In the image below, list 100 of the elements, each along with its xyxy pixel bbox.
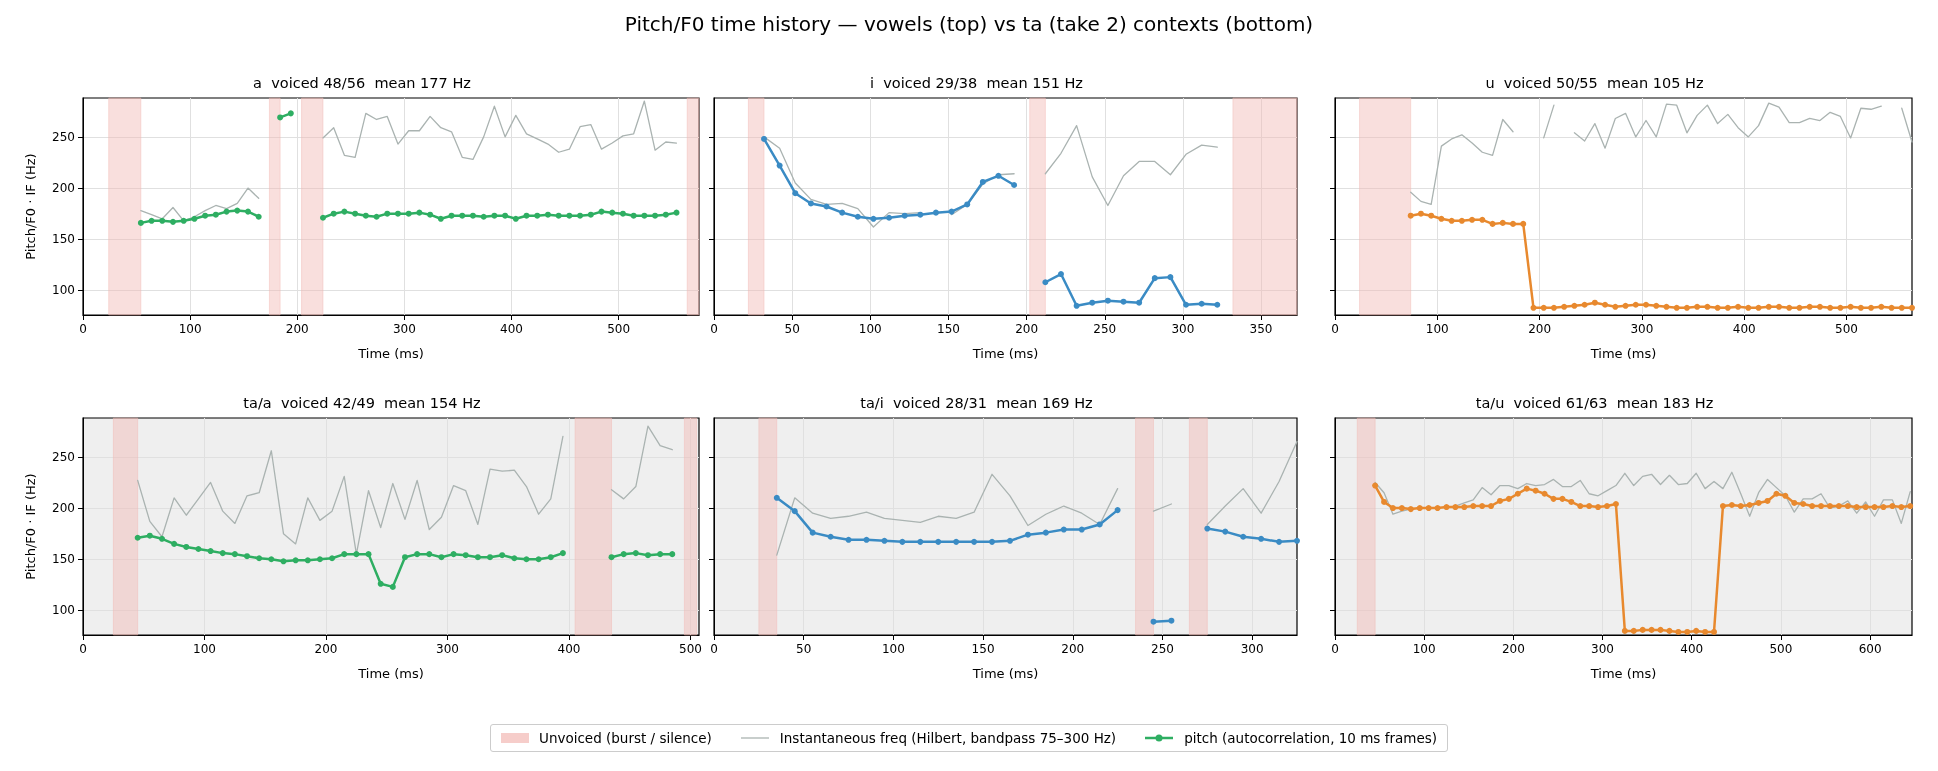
point xyxy=(577,212,584,219)
point xyxy=(1827,304,1834,311)
point xyxy=(223,208,230,215)
point xyxy=(180,217,187,224)
point xyxy=(641,212,648,219)
point xyxy=(870,215,877,222)
point xyxy=(1417,210,1424,217)
point xyxy=(1136,299,1143,306)
point xyxy=(1673,304,1680,311)
point xyxy=(971,538,978,545)
point xyxy=(619,210,626,217)
point xyxy=(1428,212,1435,219)
point xyxy=(1104,297,1111,304)
point xyxy=(437,215,444,222)
point xyxy=(644,552,651,559)
point xyxy=(1724,304,1731,311)
point xyxy=(137,219,144,226)
point xyxy=(280,558,287,565)
point xyxy=(377,580,384,587)
point xyxy=(917,538,924,545)
point xyxy=(1745,304,1752,311)
point xyxy=(219,550,226,557)
point xyxy=(171,540,178,547)
point xyxy=(353,551,360,558)
chart-title: ta/a voiced 42/49 mean 154 Hz xyxy=(243,394,481,411)
point xyxy=(202,212,209,219)
y-tick-label: 200 xyxy=(52,181,75,196)
point xyxy=(979,178,986,185)
point xyxy=(341,551,348,558)
point xyxy=(268,556,275,563)
point xyxy=(1540,304,1547,311)
y-tick-label: 100 xyxy=(52,603,75,618)
point xyxy=(1714,304,1721,311)
point xyxy=(1520,220,1527,227)
legend-label: Unvoiced (burst / silence) xyxy=(539,730,712,746)
point xyxy=(827,533,834,540)
point xyxy=(1151,275,1158,282)
point xyxy=(234,207,241,214)
point xyxy=(792,190,799,197)
point xyxy=(559,550,566,557)
point xyxy=(669,551,676,558)
point xyxy=(652,212,659,219)
x-tick-label: 500 xyxy=(1835,322,1858,336)
point xyxy=(1294,537,1300,544)
x-axis-title: Time (ms) xyxy=(1589,346,1657,361)
point xyxy=(886,214,893,221)
point xyxy=(384,210,391,217)
point xyxy=(1868,304,1875,311)
point xyxy=(1765,303,1772,310)
point xyxy=(1909,304,1915,311)
point xyxy=(1837,304,1844,311)
point xyxy=(158,535,165,542)
x-tick-label: 0 xyxy=(1331,642,1339,656)
x-tick-label: 600 xyxy=(1858,642,1882,656)
chart-title: u voiced 50/55 mean 105 Hz xyxy=(1485,74,1704,91)
x-tick-label: 0 xyxy=(710,322,718,336)
x-tick-label: 200 xyxy=(1015,322,1039,336)
point xyxy=(1168,617,1175,624)
point xyxy=(1816,303,1823,310)
point xyxy=(352,210,359,217)
point xyxy=(256,555,263,562)
x-tick-label: 350 xyxy=(1249,322,1273,336)
point xyxy=(901,212,908,219)
point xyxy=(183,543,190,550)
point xyxy=(1561,303,1568,310)
x-tick-label: 100 xyxy=(193,642,216,656)
point xyxy=(1857,304,1864,311)
point xyxy=(523,556,530,563)
point xyxy=(1847,303,1854,310)
x-tick-label: 200 xyxy=(314,642,338,656)
point xyxy=(438,554,445,561)
point xyxy=(148,217,155,224)
point xyxy=(1006,537,1013,544)
chart-title: ta/u voiced 61/63 mean 183 Hz xyxy=(1475,394,1714,411)
x-tick-label: 100 xyxy=(1425,322,1449,336)
point xyxy=(953,538,960,545)
point xyxy=(523,212,530,219)
point xyxy=(1078,526,1085,533)
point xyxy=(1704,303,1711,310)
point xyxy=(502,212,509,219)
point xyxy=(1057,271,1064,278)
point xyxy=(1663,303,1670,310)
point xyxy=(839,209,846,216)
point xyxy=(450,551,457,558)
x-tick-label: 400 xyxy=(557,642,581,656)
point xyxy=(1499,219,1506,226)
point xyxy=(1898,304,1905,311)
point xyxy=(773,494,780,501)
point xyxy=(469,212,476,219)
point xyxy=(373,213,380,220)
point xyxy=(964,201,971,208)
point xyxy=(207,548,214,555)
point xyxy=(1530,304,1537,311)
point xyxy=(1806,303,1813,310)
point xyxy=(1042,529,1049,536)
point xyxy=(134,534,141,541)
x-axis-title: Time (ms) xyxy=(1589,666,1657,681)
point xyxy=(1438,215,1445,222)
x-tick-label: 200 xyxy=(1061,642,1085,656)
x-axis-title: Time (ms) xyxy=(357,346,424,361)
